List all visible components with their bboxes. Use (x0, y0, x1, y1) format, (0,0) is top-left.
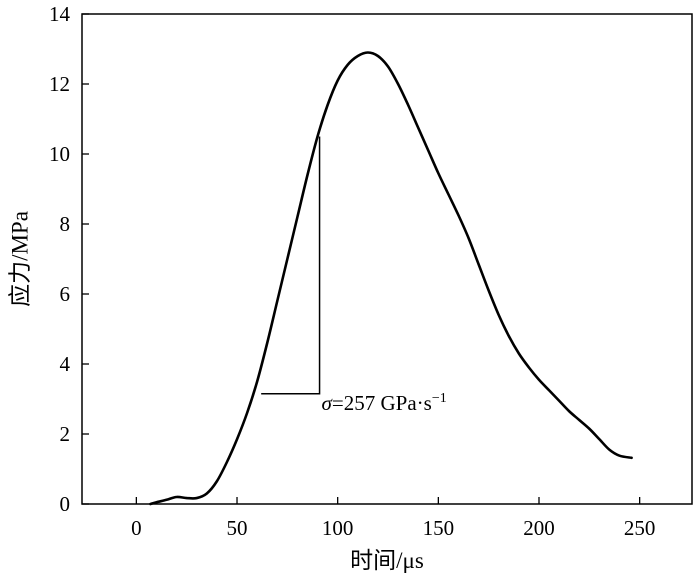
plot-frame (81, 13, 693, 505)
y-tick-label: 6 (60, 282, 71, 306)
annotation-symbol: σ (322, 391, 334, 415)
y-tick-label: 8 (60, 212, 71, 236)
y-tick-label: 12 (49, 72, 70, 96)
slope-annotation: σ=257 GPa·s−1 (322, 391, 447, 415)
x-axis-title: 时间/μs (350, 548, 424, 573)
axis-ticks: 0 50 100 150 200 250 0 2 4 6 8 10 12 14 (49, 2, 655, 540)
x-tick-label: 50 (227, 516, 248, 540)
plot-area (81, 13, 693, 505)
annotation-superscript: −1 (432, 391, 447, 406)
stress-curve (149, 51, 633, 506)
y-tick-label: 14 (49, 2, 71, 26)
x-tick-label: 150 (423, 516, 455, 540)
y-tick-label: 10 (49, 142, 70, 166)
y-tick-label: 0 (60, 492, 71, 516)
x-tick-label: 200 (523, 516, 555, 540)
slope-triangle (261, 136, 321, 395)
y-tick-label: 2 (60, 422, 71, 446)
x-tick-label: 100 (322, 516, 354, 540)
y-axis-title: 应力/MPa (8, 211, 33, 307)
x-tick-label: 0 (131, 516, 142, 540)
y-tick-label: 4 (60, 352, 71, 376)
annotation-value: =257 GPa·s (332, 391, 432, 415)
x-tick-label: 250 (624, 516, 656, 540)
